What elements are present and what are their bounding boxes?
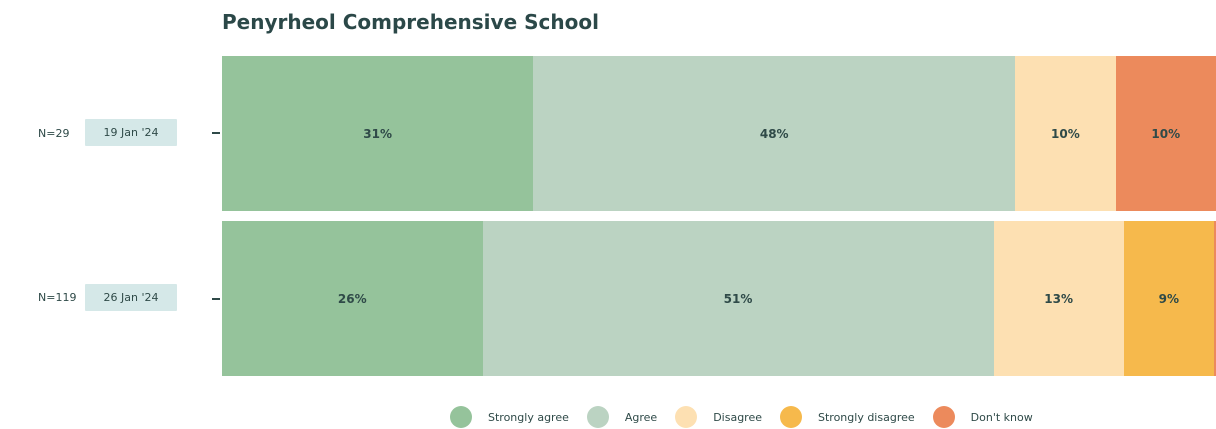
row-1-stacked-bar: 31% 48% 10% 10% [222,56,1216,211]
bar-data-label: 26% [337,291,367,306]
bar-segment-agree: 48% [533,56,1016,211]
bar-data-label: 13% [1044,291,1074,306]
bar-data-label: 51% [723,291,753,306]
legend-label: Strongly agree [488,410,569,424]
bar-data-label: 10% [1051,126,1080,141]
legend-label: Disagree [713,410,762,424]
row-1-axis-tick [212,132,220,134]
legend-label: Strongly disagree [818,410,915,424]
bar-segment-agree: 51% [482,221,994,376]
row-2-n-label: N=119 [38,291,77,304]
bar-segment-disagree: 13% [993,221,1124,376]
legend-item-agree: Agree [586,406,658,428]
row-1-date-badge: 19 Jan '24 [85,119,177,146]
bar-segment-disagree: 10% [1015,56,1116,211]
bar-segment-dont-know [1213,221,1216,376]
bar-segment-strongly-disagree: 9% [1123,221,1214,376]
legend-label: Don't know [970,410,1033,424]
legend-item-strongly-agree: Strongly agree [450,406,569,428]
row-2-date-badge: 26 Jan '24 [85,284,177,311]
chart-legend: Strongly agree Agree Disagree Strongly disa… [450,405,1051,429]
bar-data-label: 10% [1151,126,1181,141]
legend-swatch [586,406,609,428]
legend-swatch [675,406,698,428]
legend-label: Agree [624,410,658,424]
legend-swatch [450,406,472,428]
bar-data-label: 31% [363,126,392,141]
bar-segment-dont-know: 10% [1115,56,1216,211]
row-1-n-label: N=29 [38,127,70,140]
bar-segment-strongly-agree: 31% [222,56,534,211]
bar-data-label: 48% [759,126,789,141]
bar-data-label: 9% [1158,291,1180,306]
bar-segment-strongly-agree: 26% [222,221,483,376]
legend-item-strongly-disagree: Strongly disagree [780,406,915,428]
legend-item-dont-know: Don't know [932,406,1033,428]
legend-swatch [780,406,802,428]
chart-title: Penyrheol Comprehensive School [222,10,599,34]
legend-swatch [932,406,955,428]
legend-item-disagree: Disagree [675,406,762,428]
row-2-stacked-bar: 26% 51% 13% 9% [222,221,1216,376]
row-2-axis-tick [212,298,220,300]
